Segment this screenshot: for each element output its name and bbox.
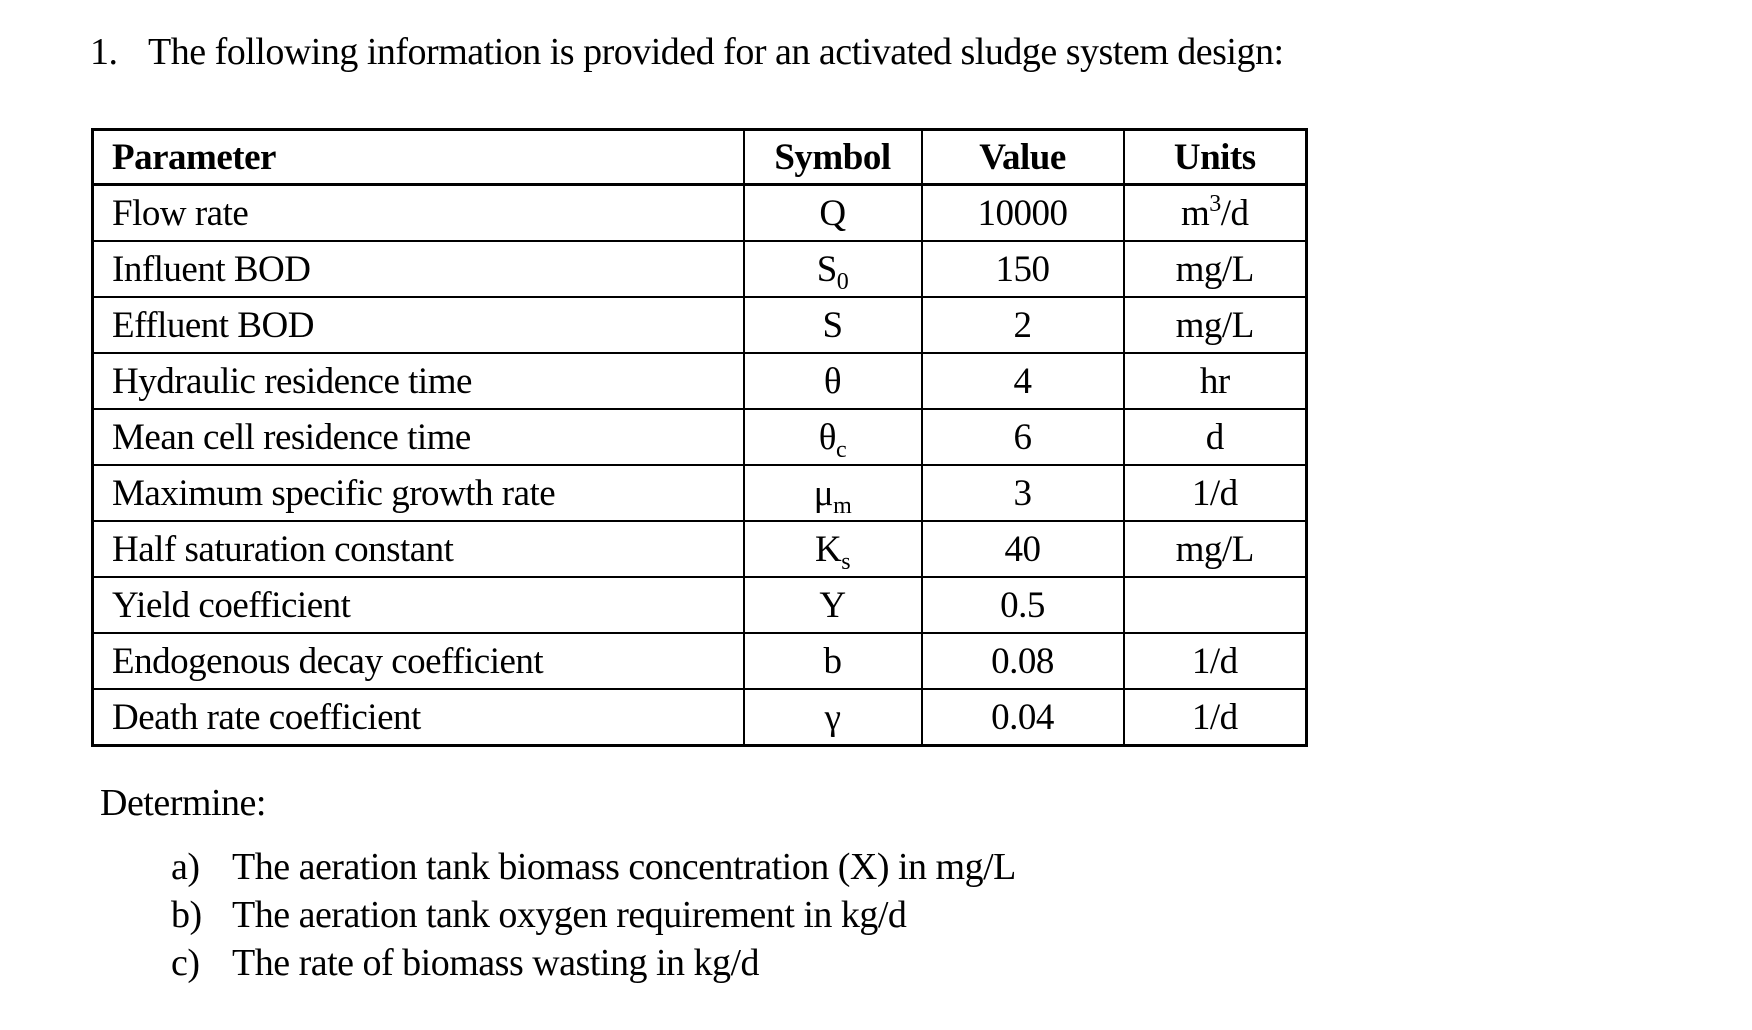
parameter-cell: Influent BOD bbox=[91, 240, 745, 298]
symbol-base: b bbox=[823, 640, 843, 682]
symbol-base: K bbox=[814, 528, 842, 570]
parameters-table: Parameter Symbol Value Units Flow rate Q… bbox=[91, 128, 1308, 747]
table-row: Effluent BOD S 2 mg/L bbox=[91, 296, 1308, 354]
table-row: Hydraulic residence time θ 4 hr bbox=[91, 352, 1308, 410]
col-header-value: Value bbox=[920, 128, 1125, 186]
question-title: The following information is provided fo… bbox=[148, 31, 1284, 73]
parameter-cell: Maximum specific growth rate bbox=[91, 464, 745, 522]
question-heading: 1. The following information is provided … bbox=[90, 30, 1284, 74]
symbol-base: Y bbox=[819, 584, 846, 626]
symbol-cell: γ bbox=[742, 688, 923, 747]
symbol-cell: Ks bbox=[742, 520, 923, 578]
value-cell: 0.08 bbox=[920, 632, 1125, 690]
units-text: /d bbox=[1220, 192, 1249, 234]
table-row: Half saturation constant Ks 40 mg/L bbox=[91, 520, 1308, 578]
units-text: 1/d bbox=[1191, 472, 1238, 514]
value-cell: 10000 bbox=[920, 183, 1125, 242]
symbol-base: S bbox=[822, 304, 843, 346]
units-text: mg/L bbox=[1175, 248, 1255, 290]
units-text: 1/d bbox=[1191, 640, 1238, 682]
col-header-symbol: Symbol bbox=[742, 128, 923, 186]
symbol-cell: b bbox=[742, 632, 923, 690]
symbol-base: S bbox=[816, 248, 838, 290]
determine-item-b: b) The aeration tank oxygen requirement i… bbox=[100, 891, 1016, 939]
units-cell: 1/d bbox=[1122, 632, 1308, 690]
units-cell: hr bbox=[1122, 352, 1308, 410]
parameter-cell: Yield coefficient bbox=[91, 576, 745, 634]
table-row: Yield coefficient Y 0.5 bbox=[91, 576, 1308, 634]
value-cell: 4 bbox=[920, 352, 1125, 410]
symbol-base: γ bbox=[824, 696, 841, 738]
units-cell: mg/L bbox=[1122, 520, 1308, 578]
determine-section: Determine: a) The aeration tank biomass c… bbox=[100, 779, 1016, 987]
symbol-base: Q bbox=[819, 192, 846, 234]
units-text: mg/L bbox=[1175, 528, 1255, 570]
units-text: mg/L bbox=[1175, 304, 1255, 346]
value-cell: 6 bbox=[920, 408, 1125, 466]
item-text: The aeration tank oxygen requirement in … bbox=[232, 894, 907, 936]
item-marker: a) bbox=[171, 846, 200, 888]
value-cell: 40 bbox=[920, 520, 1125, 578]
units-text: 1/d bbox=[1191, 696, 1238, 738]
determine-list: a) The aeration tank biomass concentratio… bbox=[100, 843, 1016, 987]
value-cell: 2 bbox=[920, 296, 1125, 354]
col-header-units: Units bbox=[1122, 128, 1308, 186]
parameter-cell: Mean cell residence time bbox=[91, 408, 745, 466]
units-text: m bbox=[1180, 192, 1210, 234]
item-text: The rate of biomass wasting in kg/d bbox=[232, 942, 760, 984]
units-text: hr bbox=[1199, 360, 1230, 402]
table-row: Flow rate Q 10000 m3/d bbox=[91, 183, 1308, 242]
symbol-subscript: s bbox=[841, 548, 851, 575]
symbol-subscript: 0 bbox=[836, 268, 849, 295]
item-marker: b) bbox=[171, 894, 202, 936]
parameter-cell: Hydraulic residence time bbox=[91, 352, 745, 410]
question-number: 1. bbox=[90, 31, 118, 73]
symbol-cell: S0 bbox=[742, 240, 923, 298]
symbol-cell: Q bbox=[742, 183, 923, 242]
table-row: Mean cell residence time θc 6 d bbox=[91, 408, 1308, 466]
table-row: Death rate coefficient γ 0.04 1/d bbox=[91, 688, 1308, 747]
symbol-cell: S bbox=[742, 296, 923, 354]
symbol-subscript: m bbox=[833, 492, 852, 519]
units-cell bbox=[1122, 576, 1308, 634]
symbol-cell: θc bbox=[742, 408, 923, 466]
symbol-subscript: c bbox=[836, 436, 847, 463]
units-cell: m3/d bbox=[1122, 183, 1308, 242]
value-cell: 0.5 bbox=[920, 576, 1125, 634]
units-superscript: 3 bbox=[1209, 190, 1221, 217]
table-row: Influent BOD S0 150 mg/L bbox=[91, 240, 1308, 298]
determine-heading: Determine: bbox=[100, 782, 266, 824]
parameter-cell: Effluent BOD bbox=[91, 296, 745, 354]
value-cell: 150 bbox=[920, 240, 1125, 298]
symbol-cell: μm bbox=[742, 464, 923, 522]
units-cell: d bbox=[1122, 408, 1308, 466]
item-text: The aeration tank biomass concentration … bbox=[232, 846, 1016, 888]
table-row: Maximum specific growth rate μm 3 1/d bbox=[91, 464, 1308, 522]
symbol-base: θ bbox=[823, 360, 842, 402]
units-cell: mg/L bbox=[1122, 296, 1308, 354]
determine-item-c: c) The rate of biomass wasting in kg/d bbox=[100, 939, 1016, 987]
units-cell: mg/L bbox=[1122, 240, 1308, 298]
table-header-row: Parameter Symbol Value Units bbox=[91, 128, 1308, 186]
symbol-cell: Y bbox=[742, 576, 923, 634]
parameter-cell: Flow rate bbox=[91, 183, 745, 242]
parameter-cell: Half saturation constant bbox=[91, 520, 745, 578]
value-cell: 0.04 bbox=[920, 688, 1125, 747]
value-cell: 3 bbox=[920, 464, 1125, 522]
symbol-base: θ bbox=[818, 416, 837, 458]
units-cell: 1/d bbox=[1122, 464, 1308, 522]
symbol-cell: θ bbox=[742, 352, 923, 410]
parameter-cell: Endogenous decay coefficient bbox=[91, 632, 745, 690]
parameter-cell: Death rate coefficient bbox=[91, 688, 745, 747]
units-cell: 1/d bbox=[1122, 688, 1308, 747]
symbol-base: μ bbox=[813, 472, 834, 514]
table-row: Endogenous decay coefficient b 0.08 1/d bbox=[91, 632, 1308, 690]
determine-item-a: a) The aeration tank biomass concentratio… bbox=[100, 843, 1016, 891]
units-text: d bbox=[1205, 416, 1225, 458]
col-header-parameter: Parameter bbox=[91, 128, 745, 186]
item-marker: c) bbox=[171, 942, 200, 984]
